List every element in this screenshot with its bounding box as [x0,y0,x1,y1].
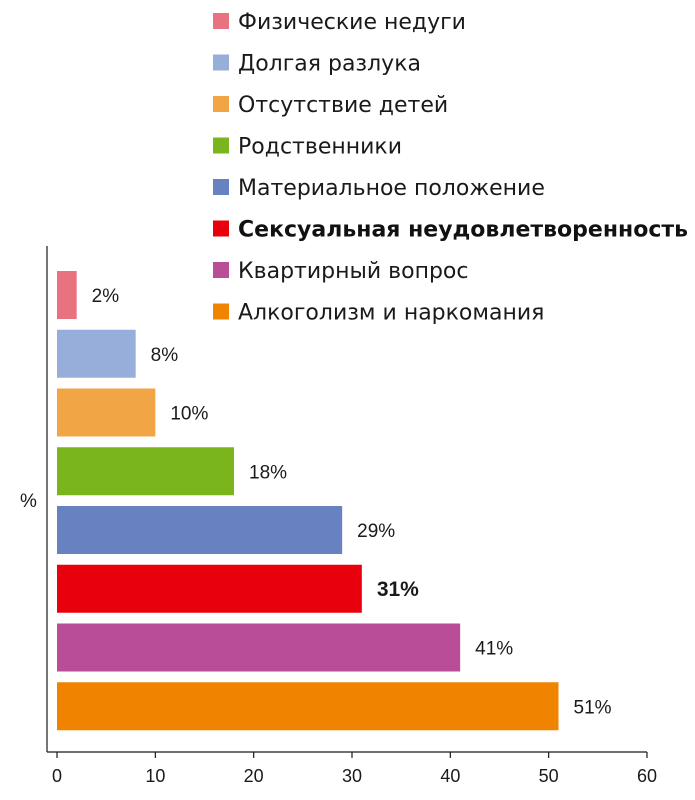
bar-2 [57,329,136,378]
legend-label-1: Физические недуги [238,10,466,35]
axes: 0 10 20 30 40 50 60 [46,246,657,786]
bar-7 [57,623,461,672]
x-tick-label-20: 20 [244,766,264,786]
legend-swatch-8 [213,303,229,320]
legend-swatch-7 [213,262,229,278]
bar-1 [57,271,77,319]
y-axis-label: % [20,491,37,512]
bar-4 [57,447,234,496]
bar-value-label-2: 8% [151,345,179,366]
legend-swatch-2 [213,54,229,71]
x-tick-label-10: 10 [145,766,165,786]
x-tick-label-50: 50 [539,766,559,786]
bar-value-label-5: 29% [357,521,395,542]
x-tick-label-30: 30 [342,766,362,786]
bar-6 [57,564,362,613]
x-tick-label-0: 0 [52,766,62,786]
x-tick-label-60: 60 [637,766,657,786]
legend-label-6: Сексуальная неудовлетворенность [238,218,688,243]
legend-label-7: Квартирный вопрос [238,259,468,284]
bar-3 [57,388,156,437]
legend-swatch-1 [213,13,229,29]
bar-8 [57,682,559,731]
x-tick-label-40: 40 [440,766,460,786]
legend-label-5: Материальное положение [238,176,545,201]
bar-value-label-3: 10% [170,404,208,425]
bar-value-label-1: 2% [92,286,120,307]
legend: Физические недуги Долгая разлука Отсутстви… [213,10,688,326]
legend-label-2: Долгая разлука [238,52,421,77]
legend-label-4: Родственники [238,135,402,160]
legend-swatch-3 [213,96,229,112]
bars: 2% 8% 10% 18% 29% 31% 41% 51% [57,271,612,731]
bar-value-label-8: 51% [574,697,612,718]
bar-value-label-7: 41% [475,639,513,660]
bar-value-label-6: 31% [377,578,419,601]
legend-swatch-4 [213,137,229,154]
legend-swatch-5 [213,179,229,195]
legend-label-8: Алкоголизм и наркомания [238,301,544,326]
legend-label-3: Отсутствие детей [238,93,448,118]
bar-5 [57,506,343,554]
legend-swatch-6 [213,220,229,237]
bar-value-label-4: 18% [249,462,287,483]
